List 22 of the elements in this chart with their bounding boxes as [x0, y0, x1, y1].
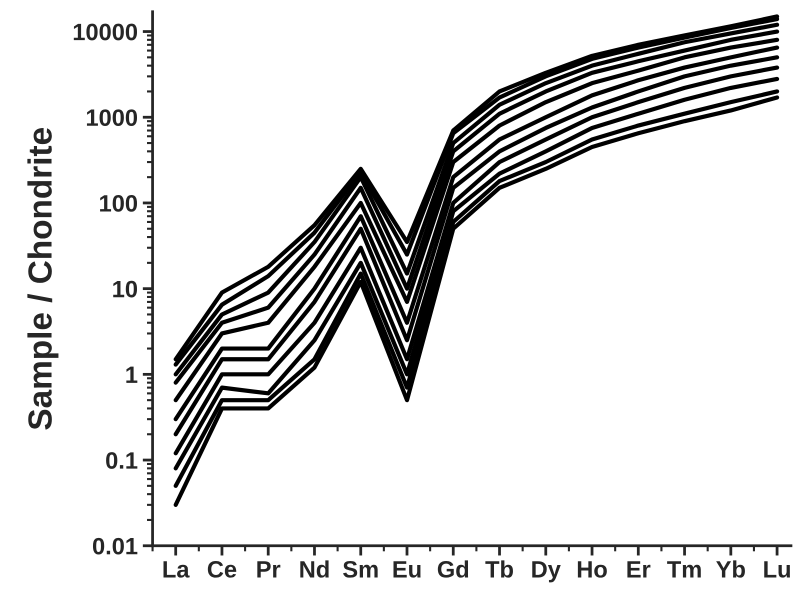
- x-tick-label: Dy: [532, 561, 561, 582]
- x-tick-label: Ce: [208, 560, 236, 578]
- x-tick-label: Pr: [257, 561, 280, 578]
- x-tick-label: Er: [627, 561, 650, 578]
- y-tick-label: 0.1: [106, 452, 138, 469]
- y-tick-label: 1000: [86, 109, 138, 126]
- y-tick-label: 0.01: [92, 538, 138, 555]
- x-tick-label: Eu: [393, 561, 421, 578]
- y-axis-title: Sample / Chondrite: [27, 128, 58, 430]
- x-tick-label: Lu: [764, 561, 790, 578]
- y-tick-label: 100: [100, 195, 138, 212]
- y-tick-label: 1: [126, 366, 138, 383]
- x-tick-label: Ho: [578, 561, 607, 578]
- x-tick-label: Sm: [343, 560, 378, 578]
- x-tick-label: Tm: [667, 561, 701, 578]
- y-tick-label: 10: [113, 280, 138, 298]
- x-tick-label: La: [164, 561, 190, 578]
- x-tick-label: Nd: [300, 560, 329, 578]
- x-tick-label: Tb: [485, 560, 513, 578]
- y-tick-label: 10000: [74, 24, 138, 40]
- x-tick-label: Gd: [438, 560, 468, 578]
- x-tick-label: Yb: [716, 560, 745, 578]
